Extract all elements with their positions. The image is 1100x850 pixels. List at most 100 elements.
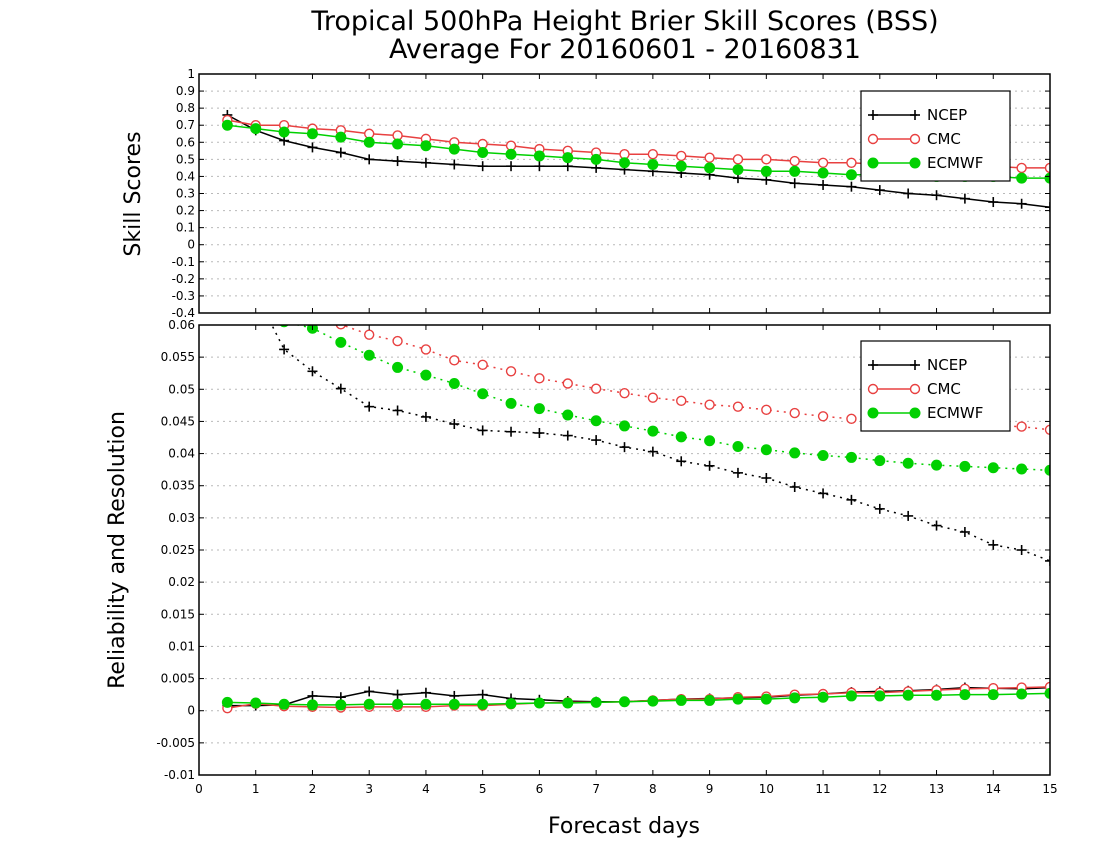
bottom-data-point-ncep-resolution <box>846 494 857 505</box>
top-data-point-ecmwf <box>845 169 857 181</box>
bottom-data-point-ncep-resolution <box>647 446 658 457</box>
bottom-data-point-cmc-resolution <box>223 269 232 278</box>
bottom-data-point-ecmwf-reliability <box>647 695 659 707</box>
top-data-point-ncep <box>364 154 375 165</box>
x-tick-label: 14 <box>986 782 1001 796</box>
top-y-tick-label: -0.3 <box>172 289 195 303</box>
bottom-data-point-ecmwf-resolution <box>505 397 517 409</box>
top-data-point-ecmwf <box>392 138 404 150</box>
bottom-data-point-cmc-resolution <box>817 411 829 422</box>
x-tick-label: 1 <box>252 782 260 796</box>
bottom-y-tick-label: -0.01 <box>164 768 195 782</box>
top-legend-label-cmc: CMC <box>927 130 961 148</box>
top-data-point-ncep <box>307 142 318 153</box>
bottom-data-point-ecmwf-resolution <box>789 447 801 459</box>
bottom-data-point-cmc-resolution <box>761 404 772 416</box>
top-legend-marker-ecmwf <box>867 157 879 169</box>
bottom-series-line-ecmwf-resolution <box>294 325 1050 472</box>
bottom-data-point-ncep-resolution <box>364 401 375 412</box>
bottom-data-point-ecmwf-reliability <box>732 693 744 705</box>
top-y-tick-label: 0.4 <box>176 169 195 183</box>
frame-layer: -0.4 -0.3 -0.2 -0.1 0 0.1 0.2 0.3 0.4 0.5 0.6 0.7 0.… <box>156 67 1057 796</box>
bottom-data-point-ecmwf-reliability <box>1044 687 1050 699</box>
bottom-data-point-ecmwf-resolution <box>845 451 857 463</box>
bottom-y-tick-label: 0.02 <box>168 575 195 589</box>
top-data-point-ncep <box>1045 202 1050 213</box>
bottom-data-point-ncep-resolution <box>619 442 630 453</box>
top-data-point-cmc <box>789 155 800 167</box>
bottom-y-tick-label: 0.03 <box>168 511 195 525</box>
bottom-data-point-cmc-resolution <box>420 344 432 355</box>
top-data-point-cmc <box>704 152 715 163</box>
top-data-point-cmc <box>761 154 772 165</box>
bottom-data-point-cmc-resolution <box>534 373 545 384</box>
bottom-data-point-ncep-resolution <box>279 344 290 355</box>
bottom-data-point-ecmwf-reliability <box>959 689 971 701</box>
bottom-data-point-cmc-resolution <box>619 387 630 399</box>
bottom-data-point-ecmwf-reliability <box>505 698 517 710</box>
top-data-point-cmc <box>1016 162 1027 174</box>
bottom-data-point-cmc-resolution <box>364 329 375 340</box>
top-y-tick-label: 0 <box>187 238 195 252</box>
top-data-point-cmc <box>647 149 659 160</box>
bottom-data-point-ncep-resolution <box>903 510 914 521</box>
top-data-point-ncep <box>477 161 488 172</box>
top-data-point-ecmwf <box>533 150 545 162</box>
x-tick-label: 0 <box>195 782 203 796</box>
bottom-data-point-ncep-resolution <box>562 430 573 441</box>
top-data-point-ncep <box>449 159 460 170</box>
top-legend-marker-ncep <box>910 110 920 120</box>
top-legend-label-ncep: NCEP <box>927 106 967 124</box>
bottom-y-tick-label: -0.005 <box>156 736 195 750</box>
bottom-data-point-ncep-reliability <box>307 690 318 701</box>
bottom-data-point-ncep-resolution <box>1045 555 1050 566</box>
bottom-data-point-cmc-resolution <box>676 395 687 407</box>
top-data-point-ncep <box>903 188 914 199</box>
bottom-data-point-ecmwf-resolution <box>902 457 914 469</box>
top-y-tick-label: 0.6 <box>176 135 195 149</box>
x-tick-label: 2 <box>309 782 317 796</box>
bottom-data-point-cmc-resolution <box>704 399 715 410</box>
bottom-data-point-ncep-resolution <box>1016 545 1027 555</box>
x-tick-label: 5 <box>479 782 487 796</box>
bottom-data-point-ecmwf-reliability <box>533 697 545 709</box>
bottom-data-point-ecmwf-reliability <box>306 699 318 711</box>
bottom-data-point-ecmwf-reliability <box>1016 688 1028 700</box>
bottom-data-point-cmc-resolution <box>335 325 346 330</box>
bottom-data-point-ecmwf-reliability <box>817 691 829 703</box>
top-data-point-ecmwf <box>477 147 489 159</box>
bottom-data-point-ecmwf-resolution <box>448 378 460 389</box>
top-data-point-ecmwf <box>590 153 602 165</box>
top-data-point-cmc <box>817 157 829 168</box>
bottom-data-point-ecmwf-resolution <box>704 435 716 447</box>
top-data-point-ncep <box>335 147 346 158</box>
bottom-legend-label-ecmwf: ECMWF <box>927 404 983 422</box>
top-legend: NCEP CMC ECMWF <box>860 90 1011 182</box>
bottom-data-point-cmc-resolution <box>647 392 659 403</box>
top-panel-frame <box>198 73 1051 314</box>
bottom-panel-frame <box>198 324 1051 776</box>
bottom-data-point-ecmwf-resolution <box>619 420 630 432</box>
top-data-point-ecmwf <box>647 158 659 170</box>
bottom-data-point-ecmwf-reliability <box>335 699 347 711</box>
bottom-data-point-ecmwf-reliability <box>987 689 999 701</box>
top-data-point-ecmwf <box>448 143 460 155</box>
bottom-data-point-cmc-resolution <box>280 311 289 320</box>
series-layer <box>221 109 1050 714</box>
bottom-data-point-ecmwf-resolution <box>1044 464 1050 476</box>
bottom-data-point-ncep-reliability <box>420 687 431 698</box>
top-data-point-ecmwf <box>505 148 517 160</box>
top-y-tick-label: 0.2 <box>176 204 195 218</box>
bottom-data-point-cmc-resolution <box>1016 421 1027 432</box>
top-legend-box <box>860 90 1011 182</box>
x-tick-label: 7 <box>592 782 600 796</box>
top-data-point-ncep <box>1016 198 1027 209</box>
bottom-data-point-ecmwf-resolution <box>760 444 772 456</box>
bottom-data-point-cmc-resolution <box>449 355 460 366</box>
x-tick-label: 8 <box>649 782 657 796</box>
bottom-data-point-ncep-resolution <box>931 520 942 531</box>
bottom-data-point-ecmwf-resolution <box>363 349 375 361</box>
top-data-point-ecmwf <box>420 140 432 152</box>
top-y-tick-label: -0.2 <box>172 272 195 286</box>
